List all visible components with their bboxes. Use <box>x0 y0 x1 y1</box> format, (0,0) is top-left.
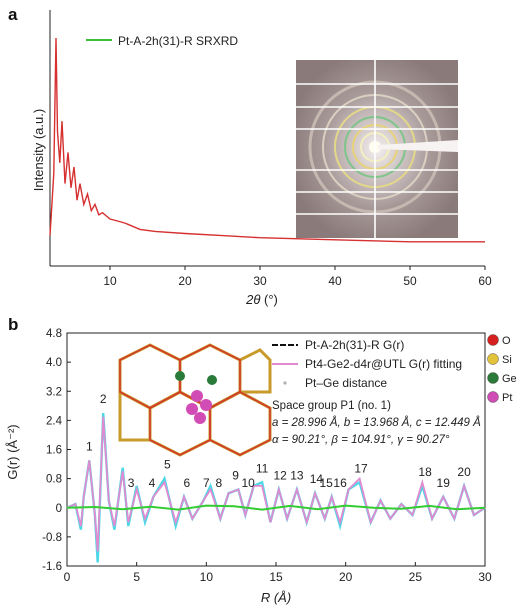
legend-experimental: Pt-A-2h(31)-R G(r) <box>305 338 404 352</box>
peak-label: 6 <box>183 476 190 490</box>
panel-a-xtick-label: 10 <box>103 274 117 288</box>
panel-b-xticks: 0 5 10 15 20 25 30 <box>64 562 492 584</box>
atom-key-marker <box>487 372 499 384</box>
panel-a-ylabel: Intensity (a.u.) <box>31 109 46 191</box>
panel-a-xtick-label: 40 <box>328 274 342 288</box>
atom-key-marker <box>487 391 499 403</box>
panel-b-xtick-label: 15 <box>269 570 283 584</box>
peak-label: 12 <box>274 469 288 483</box>
panel-b-yticks: -1.6 -0.8 0 0.8 1.6 2.4 3.2 4.0 4.8 <box>42 328 71 573</box>
panel-a-xtick-label: 60 <box>478 274 492 288</box>
panel-a-xlabel: 2θ (°) <box>245 292 278 307</box>
panel-b-ytick-label: -0.8 <box>42 532 62 544</box>
space-group: Space group P1 (no. 1) <box>272 400 391 412</box>
peak-label: 14 <box>310 472 324 486</box>
atom-key-marker <box>487 353 499 365</box>
atom-key-label: Pt <box>502 392 512 404</box>
panel-b-ytick-label: 0 <box>56 503 62 515</box>
cell-angles: α = 90.21°, β = 104.91°, γ = 90.27° <box>272 434 450 446</box>
cell-abc: a = 28.996 Å, b = 13.968 Å, c = 12.449 Å <box>272 416 481 429</box>
panel-a-legend-text: Pt-A-2h(31)-R SRXRD <box>118 34 238 48</box>
panel-b-ylabel: G(r) (Å⁻²) <box>5 424 20 479</box>
panel-a-xticks: 10 20 30 40 50 60 <box>103 266 492 288</box>
atom-key-label: Ge <box>502 373 517 385</box>
panel-a-label: a <box>8 5 18 24</box>
peak-label: 3 <box>128 476 135 490</box>
panel-b-ytick-label: 2.4 <box>46 415 63 427</box>
panel-b-ytick-label: -1.6 <box>42 561 62 573</box>
panel-b-xtick-label: 5 <box>133 570 140 584</box>
panel-a-xtick-label: 50 <box>403 274 417 288</box>
peak-label: 16 <box>333 476 347 490</box>
panel-a-xtick-label: 30 <box>253 274 267 288</box>
atom-key-label: Si <box>502 354 512 366</box>
panel-b-ytick-label: 4.0 <box>46 357 62 369</box>
peak-label: 5 <box>164 458 171 472</box>
pt-ge-distance-line <box>66 504 486 511</box>
peak-label: 13 <box>290 469 304 483</box>
diffraction-image-inset <box>296 60 458 238</box>
atom-key-marker <box>487 334 499 346</box>
fitting-gr-line <box>66 416 486 552</box>
atom-key: O Si Ge Pt <box>487 334 517 404</box>
panel-b-xtick-label: 20 <box>339 570 353 584</box>
panel-b-ytick-label: 4.8 <box>46 328 62 340</box>
peak-label: 11 <box>256 461 269 475</box>
panel-a-xtick-label: 20 <box>178 274 192 288</box>
panel-b-xtick-label: 30 <box>478 570 492 584</box>
peak-label: 19 <box>437 476 451 490</box>
peak-label: 20 <box>457 465 471 479</box>
srxrd-line <box>49 37 485 243</box>
peak-label: 10 <box>241 476 255 490</box>
panel-a-axes <box>49 10 485 267</box>
peak-label: 1 <box>86 439 93 453</box>
peak-label: 2 <box>100 392 107 406</box>
panel-b-xtick-label: 0 <box>64 570 71 584</box>
zeolite-structure-inset <box>118 343 272 457</box>
atom-key-label: O <box>502 335 511 347</box>
panel-a-xlabel-sym: 2θ <box>245 292 260 307</box>
peak-label: 4 <box>149 476 156 490</box>
panel-b-ytick-label: 0.8 <box>46 474 62 486</box>
legend-fitting: Pt4-Ge2-d4r@UTL G(r) fitting <box>305 357 462 371</box>
peak-label: 18 <box>418 465 432 479</box>
panel-a-legend: Pt-A-2h(31)-R SRXRD <box>86 34 238 48</box>
panel-b-xlabel: R (Å) <box>261 590 291 605</box>
peak-label: 17 <box>354 461 368 475</box>
panel-b-plot <box>66 413 486 563</box>
panel-a-plot <box>49 37 485 243</box>
panel-a-xlabel-unit: (°) <box>264 292 278 307</box>
legend-pt-ge: Pt–Ge distance <box>305 376 387 390</box>
panel-b-ytick-label: 1.6 <box>46 445 62 457</box>
panel-b-xtick-label: 25 <box>409 570 423 584</box>
peak-label: 8 <box>216 476 223 490</box>
panel-b-xtick-label: 10 <box>200 570 214 584</box>
peak-label: 7 <box>203 476 210 490</box>
panel-b-ytick-label: 3.2 <box>46 386 62 398</box>
panel-b-label: b <box>8 315 18 334</box>
peak-label: 9 <box>232 469 239 483</box>
peak-label: 15 <box>319 476 333 490</box>
panel-b-legend: Pt-A-2h(31)-R G(r) Pt4-Ge2-d4r@UTL G(r) … <box>272 338 481 446</box>
